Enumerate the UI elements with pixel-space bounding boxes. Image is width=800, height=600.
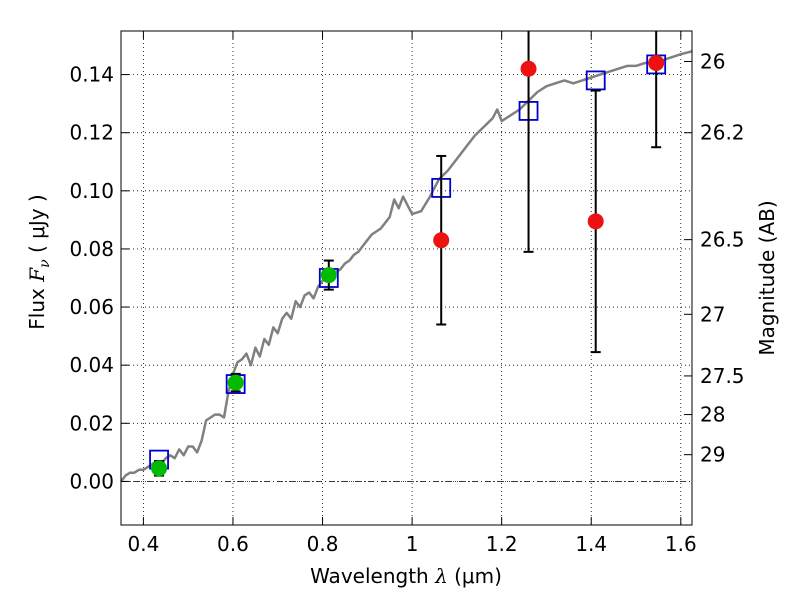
observed-marker bbox=[320, 267, 337, 284]
observed-points bbox=[151, 31, 665, 477]
y-tick-label: 0.14 bbox=[69, 63, 114, 87]
right-tick-label: 27 bbox=[700, 302, 725, 326]
right-tick-label: 28 bbox=[700, 403, 725, 427]
y-tick-label: 0.06 bbox=[69, 295, 114, 319]
model-spectrum-line bbox=[120, 50, 693, 483]
x-tick-label: 0.4 bbox=[127, 532, 159, 556]
right-axis-title: Magnitude (AB) bbox=[755, 200, 779, 355]
right-tick-label: 26 bbox=[700, 50, 725, 74]
x-tick-label: 1 bbox=[406, 532, 419, 556]
right-tick-label: 26.2 bbox=[700, 121, 745, 145]
observed-marker bbox=[587, 213, 604, 230]
y-tick-label: 0.10 bbox=[69, 179, 114, 203]
right-tick-label: 29 bbox=[700, 443, 725, 467]
y-axis-title: Flux Fν ( μJy ) bbox=[25, 194, 53, 329]
observed-point bbox=[227, 372, 244, 393]
grid bbox=[121, 31, 692, 525]
observed-marker bbox=[227, 374, 244, 391]
y-tick-label: 0.08 bbox=[69, 237, 114, 261]
observed-marker bbox=[520, 60, 537, 77]
observed-point bbox=[648, 31, 665, 149]
x-tick-label: 1.2 bbox=[486, 532, 518, 556]
observed-point bbox=[151, 460, 168, 477]
model-photometry-squares bbox=[149, 54, 667, 470]
y-tick-label: 0.00 bbox=[69, 469, 114, 493]
observed-point bbox=[320, 259, 337, 291]
y-tick-label: 0.12 bbox=[69, 121, 114, 145]
x-tick-label: 0.6 bbox=[217, 532, 249, 556]
observed-point bbox=[520, 31, 537, 253]
x-tick-label: 1.6 bbox=[665, 532, 697, 556]
observed-marker bbox=[433, 232, 450, 249]
right-axis-ticks: 26 26.2 26.5 27 27.5 28 29 bbox=[684, 50, 745, 467]
observed-marker bbox=[151, 460, 168, 477]
observed-point bbox=[433, 154, 450, 326]
y-tick-label: 0.04 bbox=[69, 353, 114, 377]
x-axis-title: Wavelength λ (μm) bbox=[310, 564, 502, 588]
observed-point bbox=[587, 89, 604, 354]
observed-marker bbox=[648, 54, 665, 71]
x-axis-ticks: 0.4 0.6 0.8 1 1.2 1.4 1.6 bbox=[127, 31, 697, 556]
right-tick-label: 26.5 bbox=[700, 228, 745, 252]
x-tick-label: 0.8 bbox=[307, 532, 339, 556]
model-photometry-square bbox=[585, 70, 606, 91]
y-axis-ticks: 0.00 0.02 0.04 0.06 0.08 0.10 0.12 0.14 bbox=[69, 63, 129, 493]
y-tick-label: 0.02 bbox=[69, 411, 114, 435]
right-tick-label: 27.5 bbox=[700, 364, 745, 388]
plot-frame bbox=[120, 30, 693, 526]
x-tick-label: 1.4 bbox=[575, 532, 607, 556]
